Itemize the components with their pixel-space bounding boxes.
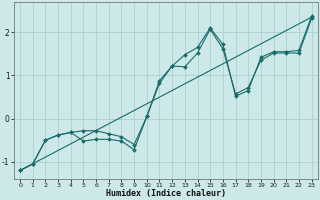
X-axis label: Humidex (Indice chaleur): Humidex (Indice chaleur) — [106, 189, 226, 198]
